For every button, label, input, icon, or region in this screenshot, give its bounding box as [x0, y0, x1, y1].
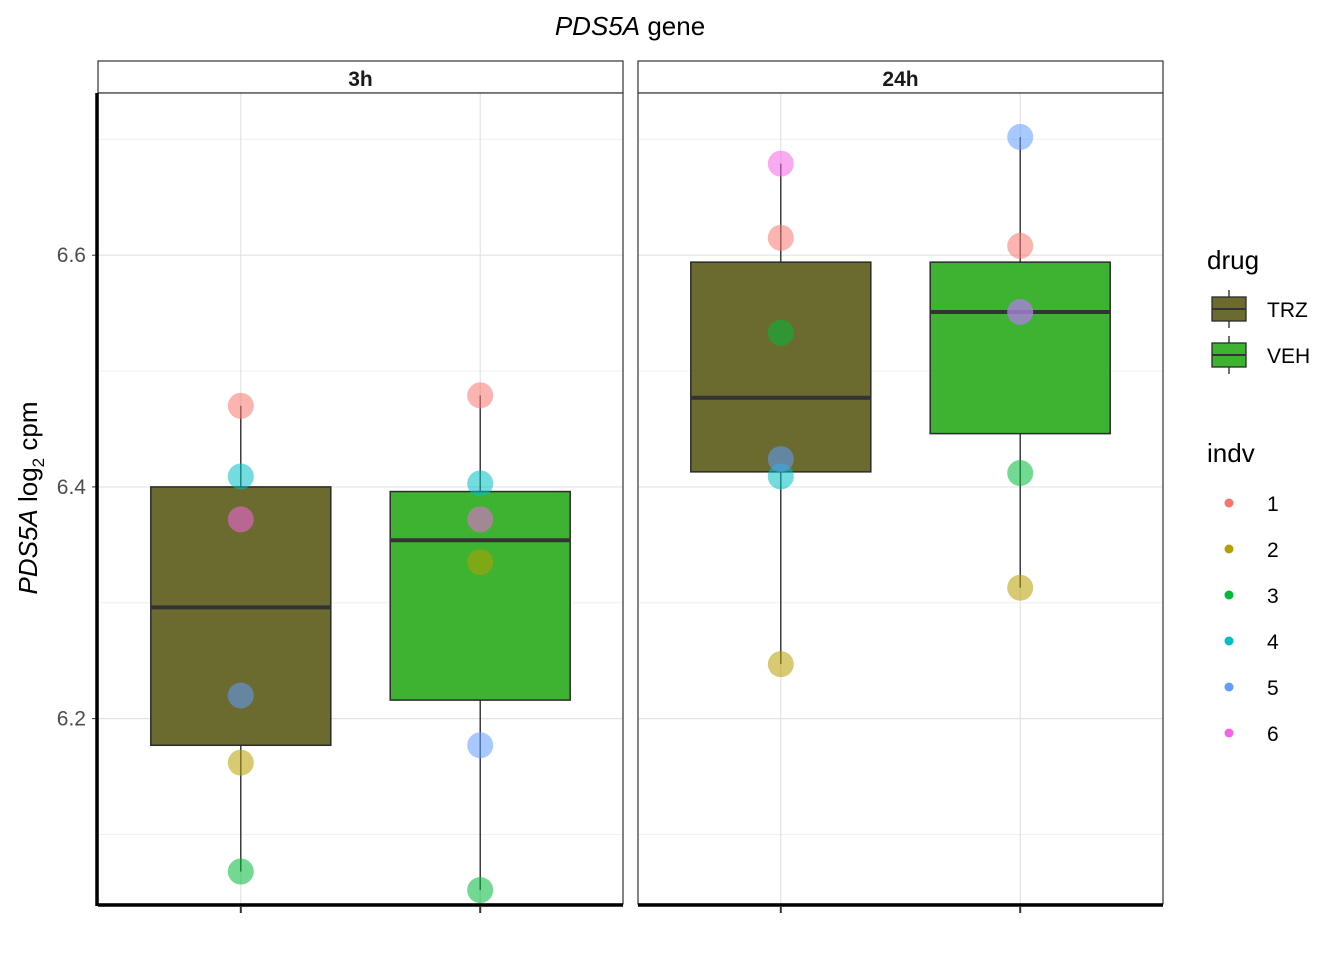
legend-indv: indv 1 2 3 4 5 6	[1207, 438, 1279, 746]
legend-drug: drug TRZ VEH	[1207, 245, 1310, 374]
legend-indv-label: 3	[1267, 585, 1279, 608]
data-point-indv-1	[767, 224, 794, 251]
y-tick-label: 6.4	[57, 476, 87, 499]
legend-indv-label: 6	[1267, 723, 1279, 746]
data-point-indv-3	[1007, 460, 1034, 487]
y-tick-label: 6.2	[57, 708, 86, 731]
data-point-indv-2	[467, 549, 494, 576]
legend-indv-key-2: 2	[1224, 539, 1279, 562]
data-point-indv-6	[227, 506, 254, 533]
legend-drug-label: TRZ	[1267, 299, 1308, 322]
legend-dot	[1224, 636, 1234, 646]
legend-indv-label: 1	[1267, 493, 1279, 516]
data-point-indv-1	[467, 382, 494, 409]
legend-indv-key-1: 1	[1224, 493, 1279, 516]
legend-indv-key-3: 3	[1224, 585, 1279, 608]
data-point-indv-5	[467, 732, 494, 759]
legend-drug-key-veh: VEH	[1211, 336, 1310, 374]
legend-indv-title: indv	[1207, 438, 1255, 468]
panel-background	[638, 93, 1163, 904]
legend-drug-key-trz: TRZ	[1211, 290, 1308, 328]
data-point-indv-5	[1007, 124, 1034, 151]
y-axis-label: PDS5A log2 cpm	[13, 402, 48, 595]
facet-strip	[97, 60, 624, 94]
facet-panel-24h: 24h	[637, 60, 1164, 913]
data-point-indv-2	[1007, 574, 1034, 601]
data-point-indv-4	[467, 470, 494, 497]
boxplot-veh	[389, 382, 571, 904]
y-axis-ticks: 6.2 6.4 6.6	[57, 244, 98, 731]
boxplot-veh	[929, 124, 1111, 601]
box-body	[690, 261, 872, 473]
facet-strip-label: 3h	[348, 68, 373, 91]
chart-title: PDS5A gene	[555, 11, 705, 41]
facet-panel-3h: 3h	[95, 60, 624, 913]
legend-indv-label: 5	[1267, 677, 1279, 700]
box-body	[929, 261, 1111, 435]
data-point-indv-4	[227, 463, 254, 490]
facet-strip-label: 24h	[882, 68, 918, 91]
legend-indv-key-5: 5	[1224, 677, 1279, 700]
data-point-indv-6	[1007, 298, 1034, 325]
data-point-indv-2	[227, 749, 254, 776]
legend-dot	[1224, 544, 1234, 554]
legend-indv-label: 4	[1267, 631, 1279, 654]
data-point-indv-6	[767, 150, 794, 177]
data-point-indv-1	[1007, 232, 1034, 259]
data-point-indv-3	[467, 877, 494, 904]
legend-drug-label: VEH	[1267, 345, 1310, 368]
legend-indv-key-4: 4	[1224, 631, 1279, 654]
legend-indv-key-6: 6	[1224, 723, 1279, 746]
boxplot-trz	[150, 392, 332, 885]
data-point-indv-5	[227, 682, 254, 709]
data-point-indv-3	[767, 319, 794, 346]
legend-indv-label: 2	[1267, 539, 1279, 562]
data-point-indv-2	[767, 651, 794, 678]
legend-dot	[1224, 498, 1234, 508]
legend-dot	[1224, 682, 1234, 692]
boxplot-trz	[690, 150, 872, 678]
data-point-indv-3	[227, 858, 254, 885]
legend-dot	[1224, 590, 1234, 600]
facet-strip	[637, 60, 1164, 94]
data-point-indv-6	[467, 506, 494, 533]
legend-dot	[1224, 728, 1234, 738]
legend-drug-title: drug	[1207, 245, 1259, 275]
data-point-indv-5	[767, 446, 794, 473]
data-point-indv-1	[227, 392, 254, 419]
y-tick-label: 6.6	[57, 244, 86, 267]
